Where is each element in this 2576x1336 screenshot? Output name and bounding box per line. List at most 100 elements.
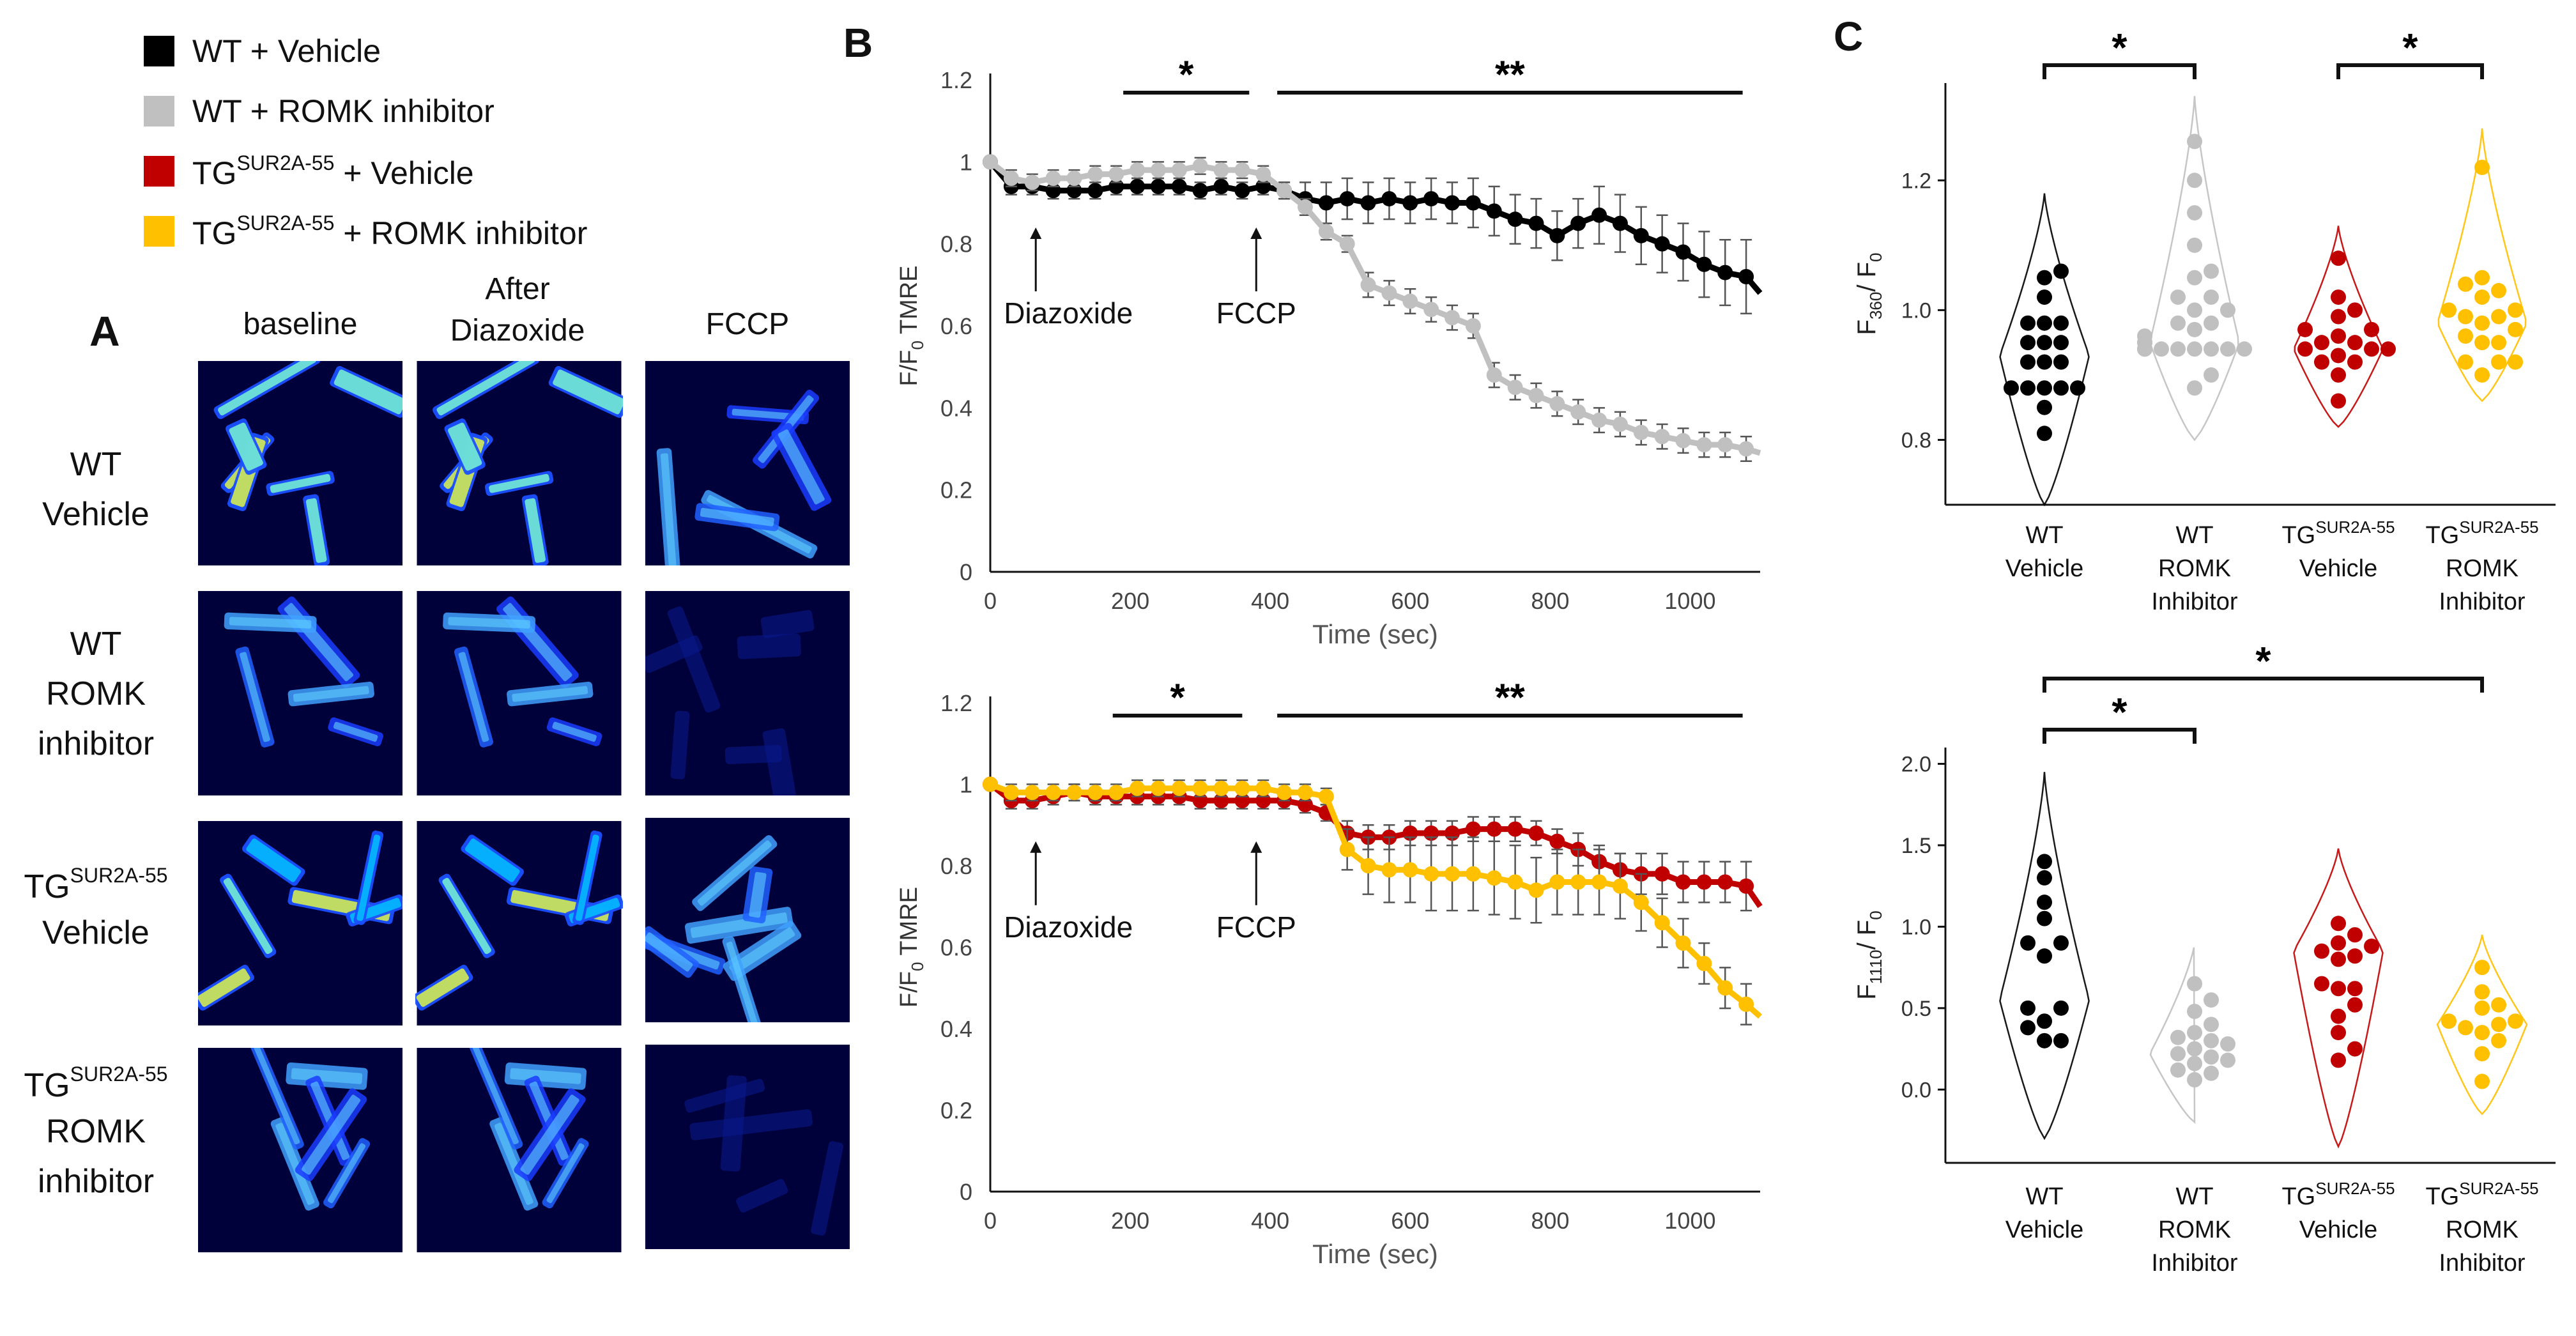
row-label-line: Vehicle [0, 914, 192, 952]
data-point [2491, 997, 2506, 1013]
data-point [2491, 282, 2506, 298]
legend-label-main: TG [192, 155, 237, 191]
data-point [1423, 191, 1439, 207]
y-axis-label-subscript: 0 [1866, 253, 1885, 262]
cell-fluorescence [512, 686, 588, 702]
data-point [2458, 354, 2473, 370]
group-label-superscript: SUR2A-55 [2459, 1179, 2538, 1198]
data-point [1192, 780, 1208, 796]
y-axis-label-subscript: 1110 [1866, 949, 1885, 984]
y-tick-label: 1.2 [940, 690, 972, 716]
data-point [2037, 1013, 2052, 1029]
cardiomyocyte [198, 964, 254, 1011]
data-point [2187, 173, 2202, 188]
cell-fluorescence [778, 429, 825, 505]
cardiomyocyte [242, 834, 305, 886]
cell-fluorescence [553, 369, 623, 415]
group-label-line3: Inhibitor [2151, 588, 2238, 615]
data-point [1045, 171, 1061, 186]
legend-label-tail: + Vehicle [334, 155, 474, 191]
cardiomyocyte [270, 1117, 319, 1211]
data-point [2204, 1033, 2219, 1048]
data-point [1171, 178, 1187, 194]
group-label-line1: TGSUR2A-55 [2425, 1179, 2538, 1210]
significance-bracket [2043, 677, 2484, 693]
data-point [2204, 315, 2219, 331]
data-point [1591, 412, 1607, 428]
row-label-main: ROMK [46, 675, 146, 712]
micrograph-tile [198, 591, 402, 795]
y-axis-label-part: / F [1853, 262, 1881, 292]
data-point [1171, 162, 1187, 178]
data-point [2491, 335, 2506, 351]
row-label-main: inhibitor [37, 1163, 155, 1200]
violin-outline [2436, 934, 2528, 1116]
y-tick-label: 0.8 [940, 853, 972, 879]
data-point [2187, 134, 2202, 150]
cell-fluorescence [494, 1123, 533, 1205]
data-point [2037, 948, 2052, 964]
data-point [2474, 1025, 2490, 1041]
y-axis-label: F360/ F0 [1853, 253, 1885, 335]
cardiomyocyte [266, 471, 335, 496]
x-axis-label: Time (sec) [1312, 619, 1438, 649]
group-label-line1: TGSUR2A-55 [2425, 518, 2538, 549]
data-point [2037, 380, 2052, 396]
cardiomyocyte [220, 873, 277, 958]
cardiomyocyte [736, 1179, 788, 1213]
data-point [2474, 1046, 2490, 1062]
row-label-main: WT [70, 626, 122, 663]
data-point [2380, 341, 2396, 357]
cardiomyocyte [542, 1138, 589, 1209]
data-point [2347, 997, 2363, 1013]
cardiomyocyte [226, 418, 267, 475]
data-point [2204, 289, 2219, 305]
y-tick-label: 0 [960, 1179, 972, 1205]
data-point [2347, 981, 2363, 997]
data-point [1108, 166, 1124, 182]
data-point [2037, 854, 2052, 870]
group-label-line2: ROMK [2158, 1217, 2231, 1243]
data-point [2474, 160, 2490, 175]
data-point [2154, 341, 2169, 357]
data-point [2220, 302, 2235, 318]
micrograph-tile [417, 591, 622, 795]
violin-group-0 [1999, 772, 2090, 1140]
data-point [2331, 289, 2346, 305]
data-point [1297, 199, 1313, 215]
y-tick-label: 1.2 [940, 67, 972, 93]
data-point [2070, 380, 2085, 396]
cell-fluorescence [416, 968, 469, 1007]
data-point [2187, 205, 2202, 221]
cardiomyocyte [438, 873, 495, 958]
data-point [1318, 788, 1334, 804]
data-point [1612, 878, 1628, 894]
y-tick-label: 0.6 [940, 935, 972, 961]
data-point [2508, 321, 2523, 337]
group-label-line3: Inhibitor [2439, 588, 2526, 615]
micrograph-tile [645, 818, 850, 1022]
violin-group-2 [2294, 226, 2396, 428]
data-point [2053, 315, 2069, 331]
x-tick-label: 400 [1251, 588, 1289, 614]
data-point [2187, 237, 2202, 253]
data-point [2037, 870, 2052, 886]
significance-label: * [1170, 676, 1185, 719]
data-point [2220, 1036, 2235, 1052]
data-point [1402, 293, 1418, 309]
data-point [1528, 882, 1544, 898]
cell-fluorescence [328, 1143, 366, 1204]
cardiomyocyte [224, 612, 317, 633]
data-point [1381, 285, 1397, 301]
data-point [1528, 215, 1544, 231]
data-point [1549, 227, 1565, 243]
data-point [1339, 191, 1355, 207]
data-point [1738, 996, 1754, 1012]
x-tick-label: 0 [984, 1208, 997, 1234]
row-label-main: inhibitor [37, 725, 155, 762]
data-point [2204, 992, 2219, 1008]
annotation-arrowhead [1030, 227, 1042, 239]
data-point [2037, 315, 2052, 331]
group-label-superscript: SUR2A-55 [2315, 1179, 2395, 1198]
group-label-line1: WT [2175, 1183, 2213, 1210]
